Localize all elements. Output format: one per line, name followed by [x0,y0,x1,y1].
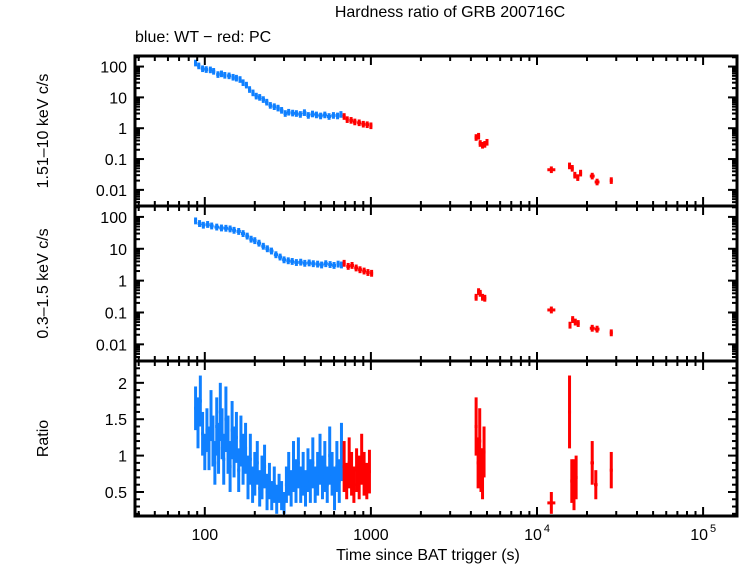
y-tick-label: 0.01 [96,183,127,200]
y-tick-label: 100 [100,210,127,227]
y-tick-label: 0.01 [96,337,127,354]
x-axis-label: Time since BAT trigger (s) [336,547,520,564]
chart-subtitle-legend: blue: WT − red: PC [135,29,272,46]
panel-ratio-frame [133,359,739,518]
y-tick-label: 1 [118,274,127,291]
y-tick-label: 1.5 [105,412,127,429]
y-tick-label: 0.1 [105,305,127,322]
y-tick-label: 100 [100,60,127,77]
chart-title: Hardness ratio of GRB 200716C [334,4,566,21]
panel-hard-marks [194,59,613,186]
y-tick-label: 1 [118,121,127,138]
x-tick-label: 1000 [353,527,389,544]
y-tick-label: 10 [109,242,127,259]
y-tick-label: 10 [109,90,127,107]
panel-soft-marks [194,217,613,337]
x-tick-label: 10 [524,527,542,544]
data-marks [194,59,613,514]
panel-ratio-ylabel: Ratio [35,420,52,457]
panel-ratio-marks [194,375,613,514]
x-tick-label-exponent: 4 [544,523,550,535]
y-tick-label: 0.5 [105,485,127,502]
x-tick-label: 100 [191,527,218,544]
panel-soft-ylabel: 0.3–1.5 keV c/s [35,228,52,338]
x-tick-label-exponent: 5 [710,523,716,535]
axes [133,54,739,518]
panel-hard-ylabel: 1.51–10 keV c/s [35,74,52,189]
y-tick-label: 0.1 [105,152,127,169]
labels: 100 10 1 0.1 0.01 1.51–10 keV c/s 100 10 1 0.1 0.0… [35,60,716,564]
y-tick-label: 1 [118,449,127,466]
y-tick-label: 2 [118,376,127,393]
x-tick-label: 10 [690,527,708,544]
